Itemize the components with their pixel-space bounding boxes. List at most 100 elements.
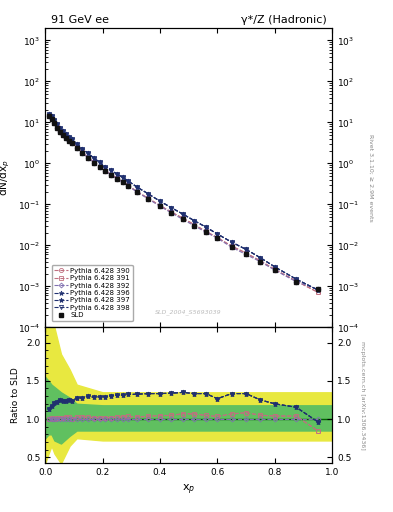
Pythia 6.428 392 bbox=[61, 132, 65, 138]
Pythia 6.428 398 bbox=[49, 113, 54, 119]
Pythia 6.428 391 bbox=[66, 137, 71, 143]
SLD bbox=[169, 210, 174, 216]
Pythia 6.428 397 bbox=[135, 184, 140, 190]
Pythia 6.428 398 bbox=[58, 124, 62, 131]
SLD bbox=[86, 155, 90, 161]
Pythia 6.428 391 bbox=[272, 266, 277, 272]
Pythia 6.428 397 bbox=[180, 211, 185, 217]
Pythia 6.428 396 bbox=[49, 113, 54, 119]
Pythia 6.428 392 bbox=[169, 210, 174, 216]
Pythia 6.428 392 bbox=[180, 217, 185, 223]
SLD bbox=[49, 116, 54, 122]
Pythia 6.428 390 bbox=[46, 113, 51, 119]
Line: Pythia 6.428 398: Pythia 6.428 398 bbox=[46, 112, 320, 292]
Pythia 6.428 391 bbox=[258, 258, 263, 264]
Pythia 6.428 397 bbox=[158, 198, 162, 204]
Pythia 6.428 398 bbox=[92, 155, 96, 161]
Pythia 6.428 396 bbox=[230, 239, 234, 245]
Pythia 6.428 396 bbox=[135, 184, 140, 190]
Pythia 6.428 390 bbox=[58, 128, 62, 134]
Pythia 6.428 398 bbox=[52, 117, 57, 123]
Pythia 6.428 398 bbox=[215, 231, 220, 237]
SLD bbox=[64, 135, 68, 141]
SLD bbox=[55, 124, 60, 131]
Pythia 6.428 390 bbox=[109, 172, 114, 178]
Text: γ*/Z (Hadronic): γ*/Z (Hadronic) bbox=[241, 15, 326, 25]
SLD bbox=[272, 267, 277, 273]
SLD bbox=[66, 138, 71, 144]
SLD bbox=[204, 229, 208, 236]
SLD bbox=[52, 120, 57, 126]
Pythia 6.428 397 bbox=[315, 287, 320, 293]
Pythia 6.428 391 bbox=[169, 209, 174, 215]
Pythia 6.428 397 bbox=[97, 159, 102, 165]
Pythia 6.428 398 bbox=[158, 198, 162, 204]
Pythia 6.428 392 bbox=[135, 189, 140, 195]
Pythia 6.428 392 bbox=[192, 223, 197, 229]
Pythia 6.428 390 bbox=[169, 209, 174, 215]
Pythia 6.428 392 bbox=[244, 251, 248, 258]
Pythia 6.428 390 bbox=[230, 243, 234, 249]
Pythia 6.428 398 bbox=[120, 174, 125, 180]
Pythia 6.428 390 bbox=[135, 188, 140, 195]
Pythia 6.428 398 bbox=[204, 224, 208, 230]
Pythia 6.428 397 bbox=[244, 246, 248, 252]
Y-axis label: mcplots.cern.ch [arXiv:1306.3436]: mcplots.cern.ch [arXiv:1306.3436] bbox=[360, 341, 365, 450]
SLD bbox=[103, 168, 108, 174]
Pythia 6.428 398 bbox=[55, 121, 60, 127]
SLD bbox=[146, 196, 151, 202]
Pythia 6.428 392 bbox=[64, 135, 68, 141]
SLD bbox=[244, 251, 248, 258]
SLD bbox=[61, 132, 65, 138]
Pythia 6.428 396 bbox=[272, 264, 277, 270]
Pythia 6.428 391 bbox=[97, 164, 102, 170]
Pythia 6.428 397 bbox=[103, 163, 108, 169]
Pythia 6.428 397 bbox=[52, 117, 57, 123]
Line: Pythia 6.428 397: Pythia 6.428 397 bbox=[46, 111, 320, 292]
Pythia 6.428 392 bbox=[86, 155, 90, 161]
Pythia 6.428 397 bbox=[169, 205, 174, 211]
Pythia 6.428 398 bbox=[244, 246, 248, 252]
Pythia 6.428 397 bbox=[294, 276, 299, 282]
Pythia 6.428 398 bbox=[97, 159, 102, 165]
SLD bbox=[192, 223, 197, 229]
Pythia 6.428 397 bbox=[69, 136, 74, 142]
Pythia 6.428 398 bbox=[86, 151, 90, 157]
Pythia 6.428 392 bbox=[92, 160, 96, 166]
Pythia 6.428 397 bbox=[215, 231, 220, 237]
Pythia 6.428 392 bbox=[258, 259, 263, 265]
SLD bbox=[115, 176, 119, 182]
Line: Pythia 6.428 390: Pythia 6.428 390 bbox=[46, 114, 320, 294]
Pythia 6.428 391 bbox=[180, 215, 185, 221]
SLD bbox=[135, 189, 140, 195]
Pythia 6.428 391 bbox=[204, 228, 208, 234]
Pythia 6.428 398 bbox=[294, 276, 299, 282]
SLD bbox=[46, 113, 51, 119]
Pythia 6.428 391 bbox=[146, 196, 151, 202]
Pythia 6.428 398 bbox=[66, 134, 71, 140]
Pythia 6.428 396 bbox=[244, 246, 248, 252]
Pythia 6.428 390 bbox=[115, 176, 119, 182]
Pythia 6.428 390 bbox=[294, 278, 299, 284]
Pythia 6.428 398 bbox=[103, 163, 108, 169]
Pythia 6.428 397 bbox=[92, 155, 96, 161]
Pythia 6.428 390 bbox=[258, 258, 263, 264]
SLD bbox=[158, 203, 162, 209]
Pythia 6.428 392 bbox=[97, 164, 102, 170]
Pythia 6.428 390 bbox=[61, 132, 65, 138]
Pythia 6.428 396 bbox=[97, 159, 102, 165]
Pythia 6.428 396 bbox=[294, 276, 299, 282]
Pythia 6.428 392 bbox=[80, 150, 85, 156]
Pythia 6.428 396 bbox=[69, 136, 74, 142]
Pythia 6.428 396 bbox=[258, 254, 263, 261]
Pythia 6.428 390 bbox=[244, 250, 248, 256]
Pythia 6.428 396 bbox=[55, 121, 60, 127]
Pythia 6.428 392 bbox=[272, 267, 277, 273]
Pythia 6.428 398 bbox=[126, 178, 131, 184]
Pythia 6.428 396 bbox=[204, 224, 208, 230]
Pythia 6.428 390 bbox=[80, 150, 85, 156]
Pythia 6.428 396 bbox=[109, 167, 114, 174]
Pythia 6.428 390 bbox=[103, 168, 108, 174]
Pythia 6.428 396 bbox=[115, 171, 119, 177]
Pythia 6.428 396 bbox=[64, 131, 68, 137]
